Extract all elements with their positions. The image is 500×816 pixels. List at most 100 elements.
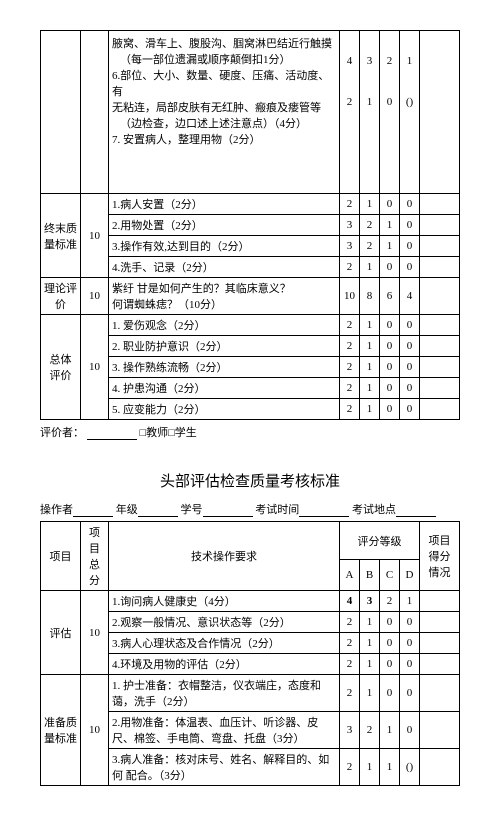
- table-row: 腋窝、滑车上、腹股沟、腘窝淋巴结近行触摸 （每一部位遗漏或顺序颠倒扣1分） 6.…: [41, 31, 460, 91]
- req-line: 6.部位、大小、数量、硬度、压痛、活动度、有: [112, 67, 336, 99]
- table-header-row: 项目 项目总分 技术操作要求 评分等级 项目 得分 情况: [41, 522, 460, 560]
- blank-grade: [138, 504, 178, 517]
- cell-total-zhongmo: 10: [81, 194, 109, 278]
- score-c: 1: [380, 215, 400, 236]
- score-b: 1: [360, 749, 380, 786]
- score-b: 1: [360, 654, 380, 675]
- score-a: 3: [340, 712, 360, 749]
- cell-req: 4. 护患沟通（2分）: [109, 378, 340, 399]
- score-d: 0: [400, 675, 420, 712]
- footer-suffix: □教师□学生: [140, 427, 197, 439]
- score-c: 0: [380, 194, 400, 215]
- score-c: 0: [380, 654, 400, 675]
- score-e: [420, 399, 460, 420]
- score-b: 1: [360, 675, 380, 712]
- score-c: 1: [380, 236, 400, 257]
- cell-req: 1.询问病人健康史（4分）: [109, 591, 340, 612]
- cell-proj-pinggu: 评估: [41, 591, 81, 675]
- cell-req: 2.用物处置（2分）: [109, 215, 340, 236]
- table-top: 腋窝、滑车上、腹股沟、腘窝淋巴结近行触摸 （每一部位遗漏或顺序颠倒扣1分） 6.…: [40, 30, 460, 420]
- score-e: [420, 633, 460, 654]
- meta-grade: 年级: [116, 504, 138, 516]
- score-a: 4: [340, 31, 360, 91]
- score-b: 1: [360, 257, 380, 278]
- req-line: 7. 安置病人，整理用物（2分）: [112, 131, 336, 147]
- score-e: [420, 654, 460, 675]
- score-d: (): [400, 90, 420, 194]
- score-a: 2: [340, 90, 360, 194]
- req-line: 无粘连，局部皮肤有无红肿、瘢痕及瘘管等: [112, 99, 336, 115]
- score-e: [420, 31, 460, 91]
- footer-evaluator: 评价者： □教师□学生: [40, 424, 460, 440]
- score-d: 0: [400, 399, 420, 420]
- score-e: [420, 236, 460, 257]
- score-b: 1: [360, 315, 380, 336]
- cell-proj-zhunbei: 准备质量标准: [41, 675, 81, 786]
- score-e: [420, 90, 460, 194]
- score-a: 2: [340, 749, 360, 786]
- score-d: 0: [400, 357, 420, 378]
- score-e: [420, 378, 460, 399]
- score-c: 1: [380, 749, 400, 786]
- score-e: [420, 357, 460, 378]
- score-b: 1: [360, 399, 380, 420]
- head-grade-group: 评分等级: [340, 522, 420, 560]
- score-e: [420, 591, 460, 612]
- cell-total-zhunbei: 10: [81, 675, 109, 786]
- score-c: 0: [380, 336, 400, 357]
- cell-proj-zhongmo: 终末质量标准: [41, 194, 81, 278]
- score-c: 0: [380, 315, 400, 336]
- meta-sid: 学号: [181, 504, 203, 516]
- score-d: (): [400, 749, 420, 786]
- cell-total-empty: [81, 31, 109, 194]
- score-c: 0: [380, 675, 400, 712]
- cell-req: 2.观察一般情况、意识状态等（2分）: [109, 612, 340, 633]
- req-line: （每一部位遗漏或顺序颠倒扣1分）: [112, 51, 336, 67]
- cell-req: 1.病人安置（2分）: [109, 194, 340, 215]
- table-head-assess: 项目 项目总分 技术操作要求 评分等级 项目 得分 情况 A B C D 评估 …: [40, 521, 460, 786]
- req-line: （边检查，边口述上述注意点）（4分）: [112, 115, 336, 131]
- score-b: 8: [360, 278, 380, 315]
- score-e: [420, 612, 460, 633]
- score-e: [420, 194, 460, 215]
- score-e: [420, 215, 460, 236]
- table-row: 总体 评价 10 1. 爱伤观念（2分） 2 1 0 0: [41, 315, 460, 336]
- cell-req: 紫纡 甘是如何产生的？其临床意义？ 何谓蜘蛛痣？（10分）: [109, 278, 340, 315]
- score-a: 3: [340, 215, 360, 236]
- score-e: [420, 336, 460, 357]
- meta-place: 考试地点: [352, 504, 396, 516]
- cell-req: 2.用物准备：体温表、血压计、听诊器、皮尺、棉签、手电筒、弯盘、托盘（3分）: [109, 712, 340, 749]
- score-b: 1: [360, 633, 380, 654]
- footer-blank: [87, 427, 137, 440]
- score-d: 0: [400, 336, 420, 357]
- score-c: 0: [380, 612, 400, 633]
- meta-time: 考试时间: [255, 504, 299, 516]
- cell-total-lilun: 10: [81, 278, 109, 315]
- score-d: 0: [400, 712, 420, 749]
- cell-req: 1. 爱伤观念（2分）: [109, 315, 340, 336]
- table-row: 准备质量标准 10 1. 护士准备：衣帽整洁，仪衣端庄，态度和蔼，洗手（2分） …: [41, 675, 460, 712]
- cell-total-zongti: 10: [81, 315, 109, 420]
- head-col-c: C: [380, 560, 400, 591]
- blank-sid: [203, 504, 253, 517]
- blank-time: [299, 504, 349, 517]
- score-b: 2: [360, 215, 380, 236]
- cell-proj-empty: [41, 31, 81, 194]
- score-a: 4: [340, 591, 360, 612]
- table-row: 评估 10 1.询问病人健康史（4分） 4 3 2 1: [41, 591, 460, 612]
- score-a: 2: [340, 315, 360, 336]
- score-d: 4: [400, 278, 420, 315]
- score-a: 3: [340, 236, 360, 257]
- score-a: 2: [340, 378, 360, 399]
- head-col-b: B: [360, 560, 380, 591]
- score-c: 2: [380, 31, 400, 91]
- section-title: 头部评估检查质量考核标准: [40, 470, 460, 491]
- score-c: 0: [380, 90, 400, 194]
- req-line: 腋窝、滑车上、腹股沟、腘窝淋巴结近行触摸: [112, 35, 336, 51]
- score-a: 2: [340, 675, 360, 712]
- score-a: 2: [340, 194, 360, 215]
- meta-operator: 操作者: [40, 504, 73, 516]
- score-a: 2: [340, 654, 360, 675]
- score-b: 1: [360, 357, 380, 378]
- score-a: 2: [340, 612, 360, 633]
